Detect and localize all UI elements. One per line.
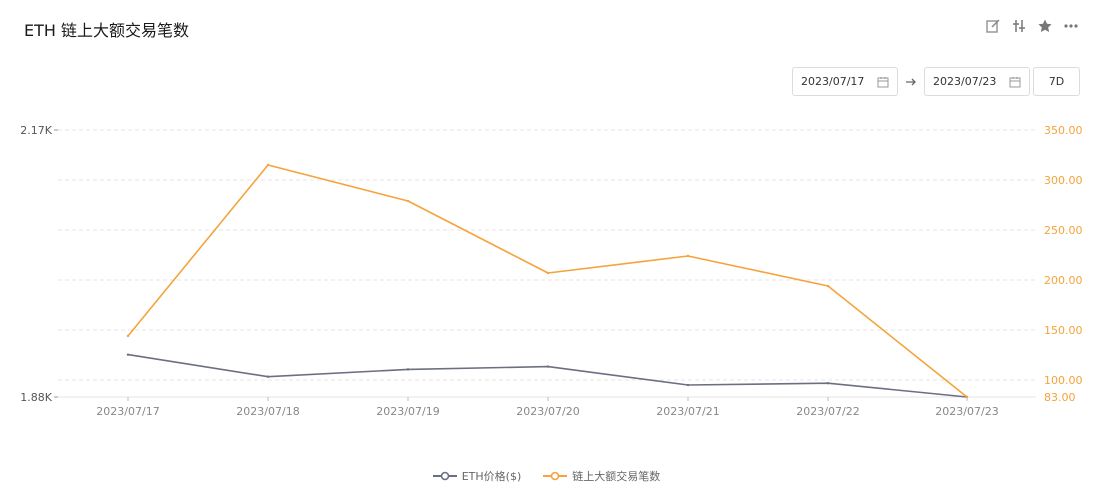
star-icon[interactable] [1037, 18, 1053, 34]
legend-label-tx-count: 链上大额交易笔数 [572, 470, 661, 483]
legend-marker-eth-price [432, 471, 457, 481]
data-point-tx-count [686, 254, 690, 258]
more-icon[interactable] [1063, 18, 1079, 34]
data-point-eth-price [826, 381, 830, 385]
data-point-eth-price [546, 365, 550, 368]
chart-canvas: 2.17K 1.88K 350.00 300.00 250.00 200.00 150.00… [20, 124, 1083, 418]
data-point-eth-price [406, 368, 410, 371]
legend: ETH价格($) 链上大额交易笔数 [0, 468, 1093, 484]
right-axis-tick-label: 83.00 [1044, 391, 1076, 404]
period-button[interactable]: 7D [1033, 67, 1080, 96]
data-point-tx-count [826, 284, 830, 288]
data-point-tx-count [546, 271, 550, 275]
left-axis-tick-label: 1.88K [20, 391, 52, 404]
edit-icon[interactable] [985, 18, 1001, 34]
series-line-eth-price [127, 353, 968, 398]
right-axis-tick-label: 250.00 [1044, 224, 1083, 237]
right-axis-tick-label: 150.00 [1044, 324, 1083, 337]
legend-item-eth-price[interactable]: ETH价格($) [432, 468, 522, 484]
data-point-eth-price [266, 375, 270, 378]
line-chart: 2.17K 1.88K 350.00 300.00 250.00 200.00 150.00… [0, 110, 1093, 420]
right-axis-tick-label: 300.00 [1044, 174, 1083, 187]
data-point-eth-price [126, 353, 130, 356]
x-axis-tick-label: 2023/07/18 [236, 405, 299, 418]
data-point-tx-count [965, 395, 969, 399]
data-point-tx-count [126, 334, 130, 338]
right-axis-tick-label: 350.00 [1044, 124, 1083, 137]
legend-marker-tx-count [543, 471, 568, 481]
start-date-input[interactable]: 2023/07/17 [792, 67, 898, 96]
x-axis-tick-label: 2023/07/19 [376, 405, 439, 418]
legend-item-tx-count[interactable]: 链上大额交易笔数 [543, 468, 660, 484]
calendar-icon [1009, 76, 1021, 87]
x-axis-tick-label: 2023/07/23 [935, 405, 998, 418]
end-date-input[interactable]: 2023/07/23 [924, 67, 1030, 96]
data-point-tx-count [406, 199, 410, 203]
chart-toolbar [985, 18, 1079, 34]
end-date-value: 2023/07/23 [933, 75, 997, 88]
sliders-icon[interactable] [1011, 18, 1027, 34]
calendar-icon [877, 76, 889, 87]
arrow-right-icon [904, 75, 918, 89]
x-axis-tick-label: 2023/07/22 [796, 405, 859, 418]
x-axis-tick-label: 2023/07/21 [656, 405, 719, 418]
left-axis-tick-label: 2.17K [20, 124, 52, 137]
right-axis-tick-label: 100.00 [1044, 374, 1083, 387]
chart-title: ETH 链上大额交易笔数 [24, 21, 190, 40]
right-axis-tick-label: 200.00 [1044, 274, 1083, 287]
date-range: 2023/07/17 2023/07/23 [792, 67, 1030, 96]
series-line-tx-count [127, 164, 968, 398]
x-axis-tick-label: 2023/07/20 [516, 405, 579, 418]
data-point-eth-price [686, 383, 690, 387]
legend-label-eth-price: ETH价格($) [461, 470, 522, 483]
x-axis-tick-label: 2023/07/17 [96, 405, 159, 418]
data-point-tx-count [266, 163, 270, 167]
start-date-value: 2023/07/17 [801, 75, 865, 88]
